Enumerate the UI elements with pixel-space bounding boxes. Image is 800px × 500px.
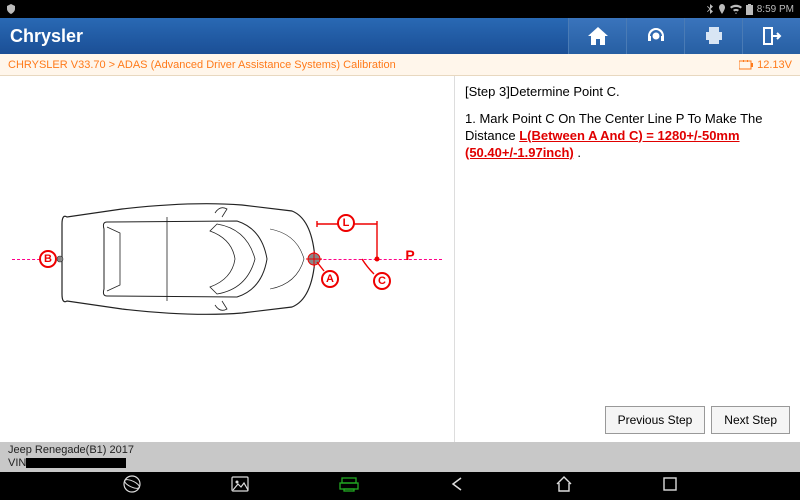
breadcrumb: CHRYSLER V33.70 > ADAS (Advanced Driver …	[8, 59, 739, 71]
home-nav-button[interactable]	[555, 476, 573, 497]
gallery-icon	[231, 476, 249, 492]
diagram-pane: B A L C P	[0, 76, 454, 442]
home-icon	[588, 27, 608, 45]
voltage-indicator: 12.13V	[739, 59, 792, 71]
vehicle-info-bar: Jeep Renegade(B1) 2017 VIN	[0, 442, 800, 472]
vehicle-vin-row: VIN	[8, 457, 792, 470]
exit-icon	[762, 27, 782, 45]
marker-c: C	[373, 272, 391, 290]
step-label: [Step 3]Determine Point C.	[465, 84, 790, 101]
browser-button[interactable]	[123, 475, 141, 498]
battery-icon	[739, 60, 753, 70]
recent-icon	[663, 477, 677, 491]
vehicle-model: Jeep Renegade(B1) 2017	[8, 444, 792, 457]
voltage-value: 12.13V	[757, 59, 792, 71]
print-button[interactable]	[684, 18, 742, 54]
browser-icon	[123, 475, 141, 493]
app-header: Chrysler	[0, 18, 800, 54]
app-title: Chrysler	[10, 26, 568, 47]
back-button[interactable]	[449, 476, 465, 497]
android-status-bar: 8:59 PM	[0, 0, 800, 18]
marker-b: B	[39, 250, 57, 268]
home-button[interactable]	[568, 18, 626, 54]
wifi-icon	[730, 4, 742, 14]
instruction-pane: [Step 3]Determine Point C. 1. Mark Point…	[454, 76, 800, 442]
step-nav-buttons: Previous Step Next Step	[605, 406, 790, 434]
car-diagram: B A L C P	[12, 109, 442, 409]
next-step-button[interactable]: Next Step	[711, 406, 790, 434]
vin-redacted	[26, 458, 126, 468]
location-icon	[718, 4, 726, 14]
instruction-text: 1. Mark Point C On The Center Line P To …	[465, 111, 790, 162]
diag-app-button[interactable]	[339, 476, 359, 497]
bluetooth-icon	[706, 4, 714, 14]
marker-l: L	[337, 214, 355, 232]
printer-icon	[704, 27, 724, 45]
label-p: P	[405, 247, 414, 263]
marker-a: A	[321, 270, 339, 288]
header-buttons	[568, 18, 800, 54]
car-topview	[12, 109, 442, 409]
android-nav-bar	[0, 472, 800, 500]
breadcrumb-bar: CHRYSLER V33.70 > ADAS (Advanced Driver …	[0, 54, 800, 76]
previous-step-button[interactable]: Previous Step	[605, 406, 706, 434]
battery-icon	[746, 4, 753, 15]
exit-button[interactable]	[742, 18, 800, 54]
back-icon	[449, 476, 465, 492]
status-time: 8:59 PM	[757, 4, 794, 15]
support-button[interactable]	[626, 18, 684, 54]
headset-icon	[646, 27, 666, 45]
instruction-suffix: .	[574, 145, 581, 160]
main-content: B A L C P [Step 3]Determine Point C. 1. …	[0, 76, 800, 442]
recent-button[interactable]	[663, 477, 677, 496]
vin-label: VIN	[8, 457, 26, 469]
diag-icon	[339, 476, 359, 492]
home-nav-icon	[555, 476, 573, 492]
gallery-button[interactable]	[231, 476, 249, 497]
shield-icon	[6, 4, 16, 14]
